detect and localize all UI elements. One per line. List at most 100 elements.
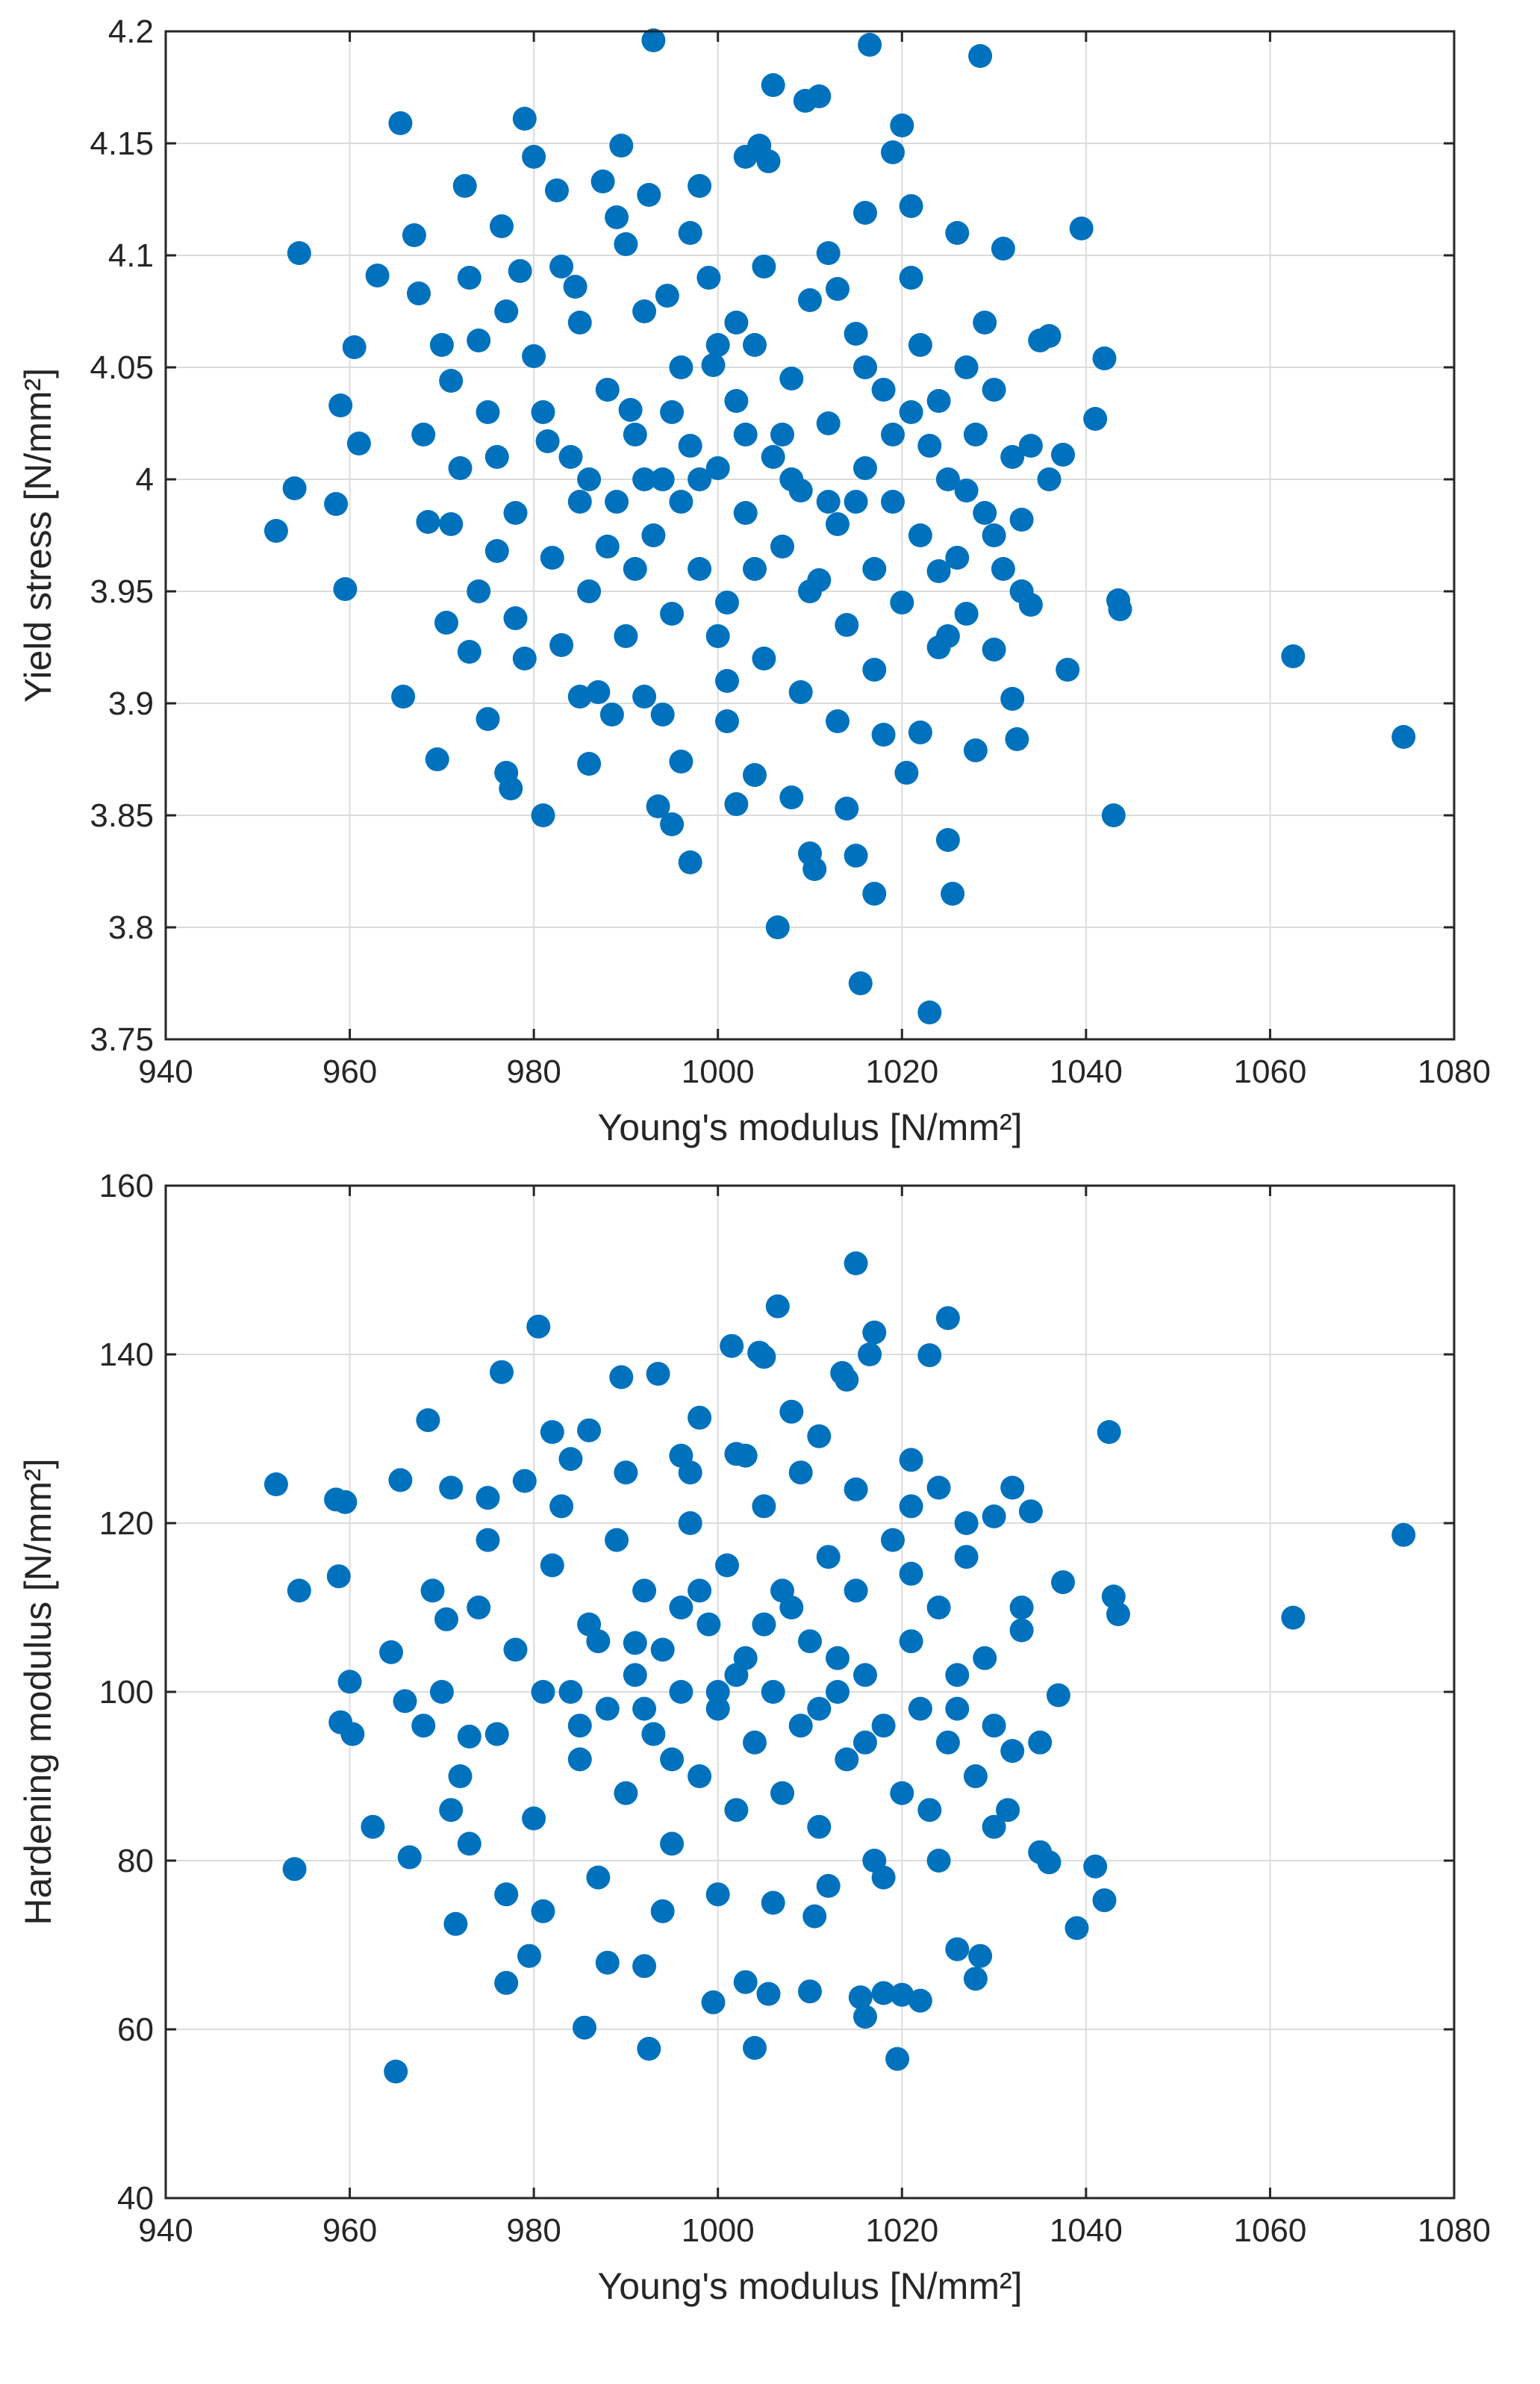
scatter-point [660,602,685,626]
scatter-point [526,1314,551,1339]
scatter-point [724,1663,749,1687]
scatter-point [752,1345,776,1369]
scatter-point [391,685,416,709]
scatter-point [926,559,951,583]
scatter-point [494,1882,519,1907]
scatter-point [894,761,919,785]
scatter-point [434,1607,458,1631]
scatter-point [494,1970,519,1995]
scatter-point [535,429,560,453]
scatter-point [425,747,449,771]
scatter-point [807,1696,832,1721]
scatter-point [761,73,785,97]
scatter-point [614,624,638,648]
scatter-point [881,140,905,164]
scatter-point [443,1911,468,1936]
scatter-point [885,2047,910,2071]
scatter-point [798,1979,822,2004]
scatter-point [908,721,932,744]
scatter-point [650,467,675,491]
scatter-point [853,201,877,225]
scatter-point [908,523,932,547]
scatter-point [798,288,822,312]
scatter-point [954,1511,979,1535]
scatter-point [1000,687,1025,711]
scatter-point [411,1714,436,1738]
scatter-point [853,2005,877,2029]
scatter-point [540,546,564,570]
scatter-point [326,1564,351,1589]
scatter-point [558,1680,583,1704]
scatter-point [484,445,509,469]
scatter-point [963,423,988,446]
scatter-point [715,709,739,733]
y-tick-label: 100 [99,1674,154,1711]
scatter-point [586,1865,611,1890]
scatter-point [982,1714,1006,1738]
scatter-point [632,1578,657,1603]
scatter-point [1056,658,1080,682]
scatter-point [935,467,960,491]
scatter-point [614,1460,638,1485]
scatter-point [650,703,675,726]
scatter-point [858,33,882,57]
y-tick-label: 4.2 [108,13,154,50]
scatter-point [512,1469,537,1493]
scatter-point [1009,508,1034,532]
scatter-point [1037,467,1062,491]
scatter-point [752,647,776,670]
scatter-point [650,1899,675,1923]
scatter-point [549,633,574,657]
scatter-point [522,344,546,368]
scatter-point [605,490,629,514]
scatter-point [899,1448,923,1472]
scatter-point [457,1831,481,1856]
y-tick-label: 120 [99,1505,154,1542]
scatter-point [439,1475,464,1500]
yield-stress-scatter-panel: 940 960 980 1000 1020 1040 1060 1080 3.75 3.8 3.85… [17,13,1491,1148]
scatter-point [503,501,528,525]
scatter-point [954,1545,979,1569]
scatter-point [826,277,850,301]
y-tick-label: 80 [117,1843,154,1879]
scatter-point [917,434,942,458]
scatter-point [531,400,555,424]
scatter-point [476,1486,500,1510]
scatter-point [802,1904,827,1929]
scatter-point [871,1981,896,2005]
scatter-point [328,393,353,417]
scatter-point [393,1689,417,1714]
scatter-point [1281,1605,1306,1630]
scatter-point [701,1990,726,2014]
scatter-point [388,111,413,135]
scatter-point [342,335,367,359]
scatter-point [434,611,458,635]
scatter-point [807,84,832,108]
scatter-point [1018,1499,1043,1524]
scatter-point [1009,1618,1034,1643]
scatter-point [545,178,569,202]
scatter-point [609,1365,634,1389]
scatter-point [881,423,905,446]
x-tick-label: 1000 [682,1053,755,1090]
scatter-point [890,1982,914,2007]
scatter-point [590,169,615,193]
scatter-point [340,1722,365,1746]
scatter-point [770,1578,794,1603]
scatter-point [871,378,896,402]
y-tick-label: 4.15 [90,125,154,162]
scatter-point [494,299,519,323]
y-tick-label: 3.95 [90,573,154,610]
scatter-point [807,1424,832,1448]
scatter-point [605,205,629,229]
scatter-point [945,546,970,570]
scatter-point [632,1696,657,1721]
scatter-point [705,456,730,480]
scatter-point [503,606,528,630]
scatter-point [848,1985,873,2010]
scatter-point [724,792,749,816]
scatter-point [531,1899,555,1923]
scatter-point [844,1477,868,1501]
scatter-point [991,557,1015,581]
scatter-point [899,1494,923,1519]
